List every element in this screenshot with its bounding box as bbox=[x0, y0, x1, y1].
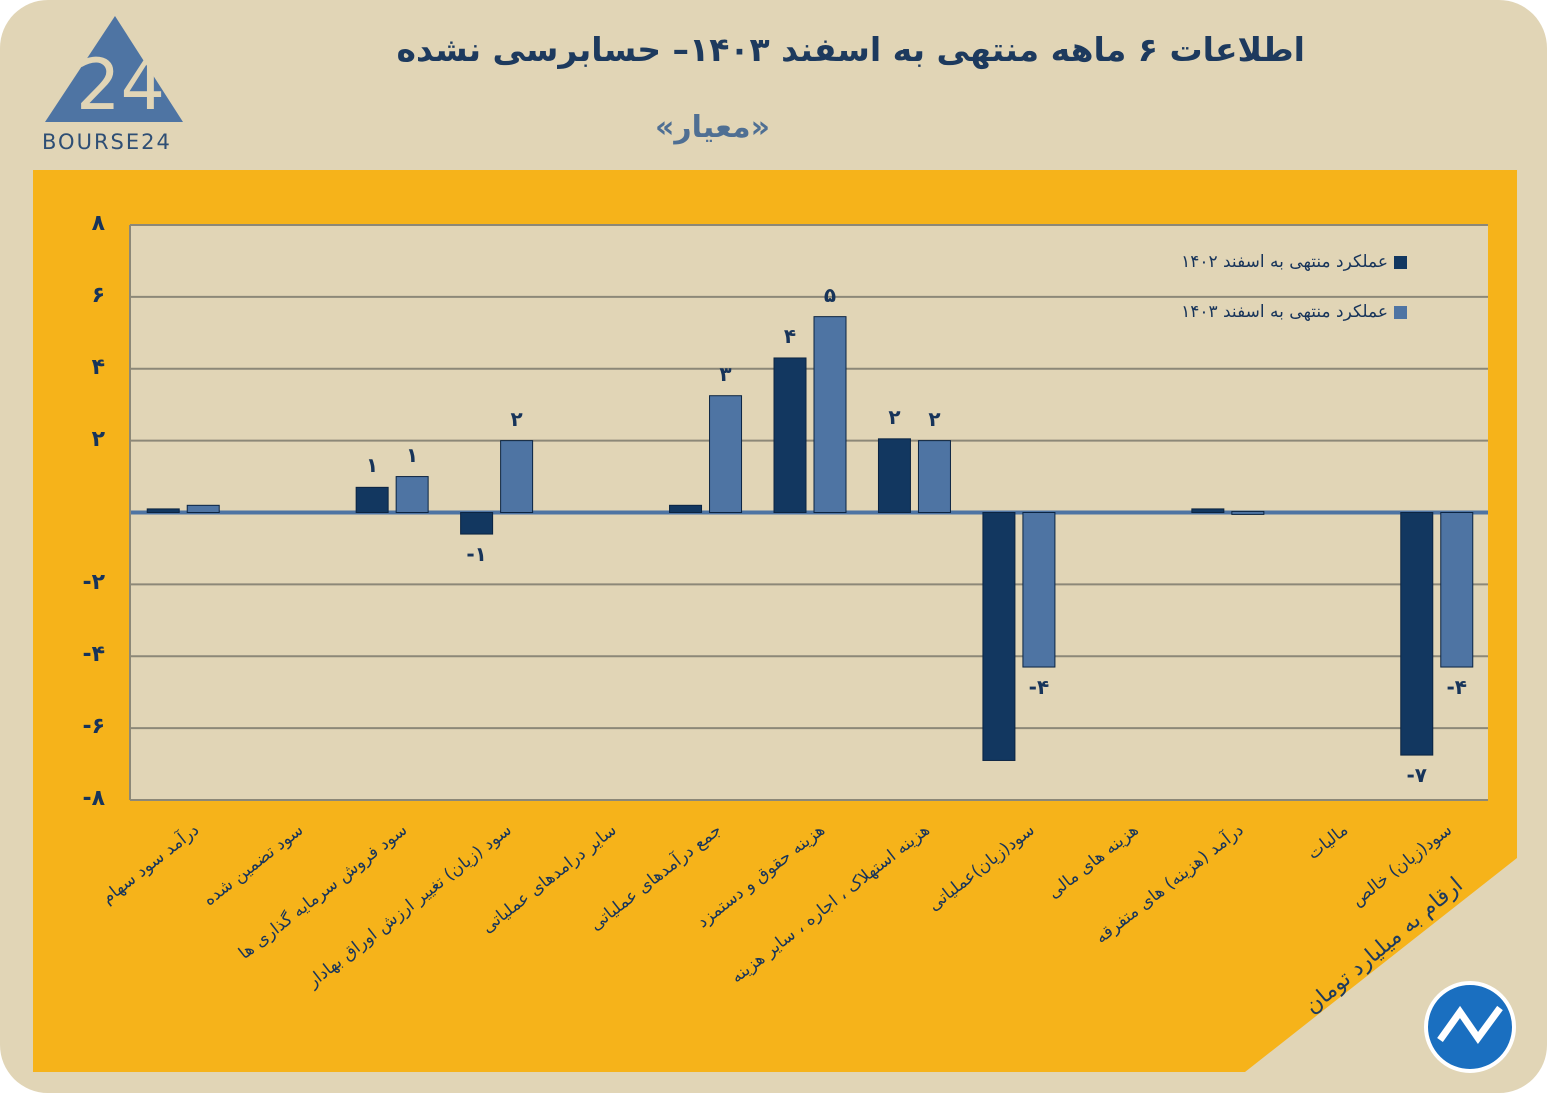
data-label: ۱ bbox=[406, 442, 419, 467]
bar-1403 bbox=[395, 476, 429, 513]
bar-1402 bbox=[982, 512, 1016, 761]
legend-label: عملکرد منتهی به اسفند ۱۴۰۳ bbox=[1181, 302, 1388, 322]
data-label: ۳ bbox=[719, 361, 732, 386]
chart-title: اطلاعات ۶ ماهه منتهی به اسفند ۱۴۰۳– حساب… bbox=[396, 30, 1305, 69]
data-label: -۴ bbox=[1028, 675, 1050, 700]
bar-1403 bbox=[500, 440, 534, 513]
logo-text: BOURSE24 bbox=[42, 130, 172, 154]
bar-1403 bbox=[1022, 512, 1056, 668]
y-tick-label: -۲ bbox=[82, 570, 105, 596]
legend-swatch bbox=[1394, 255, 1407, 269]
bar-1403 bbox=[1440, 512, 1474, 668]
data-label: ۴ bbox=[783, 323, 797, 348]
bar-1403 bbox=[917, 440, 951, 513]
legend-label: عملکرد منتهی به اسفند ۱۴۰۲ bbox=[1181, 252, 1388, 272]
y-tick-label: ۴ bbox=[91, 354, 105, 380]
bar-1402 bbox=[773, 357, 807, 513]
bar-1402 bbox=[1191, 508, 1225, 513]
data-label: ۵ bbox=[823, 282, 837, 307]
legend-item-1403: عملکرد منتهی به اسفند ۱۴۰۳ bbox=[1181, 302, 1407, 322]
data-label: ۲ bbox=[928, 406, 941, 431]
data-label: ۱ bbox=[366, 453, 379, 478]
y-tick-label: ۸ bbox=[91, 211, 105, 236]
y-tick-label: -۶ bbox=[82, 714, 105, 740]
y-tick-label: ۶ bbox=[91, 282, 105, 308]
bar-1403 bbox=[1231, 510, 1265, 515]
bar-1403 bbox=[813, 316, 847, 513]
data-label: -۷ bbox=[1406, 763, 1428, 788]
data-label: -۴ bbox=[1446, 675, 1468, 700]
bar-1403 bbox=[186, 504, 220, 513]
bar-1402 bbox=[146, 508, 180, 513]
legend-swatch bbox=[1394, 305, 1407, 319]
y-tick-label: ۲ bbox=[91, 426, 105, 452]
bar-1402 bbox=[1400, 512, 1434, 756]
legend-item-1402: عملکرد منتهی به اسفند ۱۴۰۲ bbox=[1181, 252, 1407, 272]
bar-1402 bbox=[355, 486, 389, 513]
bar-1402 bbox=[669, 504, 703, 513]
bar-1402 bbox=[460, 512, 494, 535]
bar-1402 bbox=[877, 438, 911, 513]
chart-subtitle: «معیار» bbox=[654, 110, 770, 145]
data-label: ۲ bbox=[510, 406, 523, 431]
y-tick-label: -۸ bbox=[82, 786, 105, 811]
data-label: ۲ bbox=[888, 404, 901, 429]
y-tick-label: -۴ bbox=[82, 642, 105, 668]
data-label: -۱ bbox=[466, 542, 487, 567]
svg-text:24: 24 bbox=[76, 44, 165, 126]
trend-arrow-icon bbox=[1437, 1005, 1503, 1045]
bar-1403 bbox=[709, 395, 743, 513]
bourse24-logo: 24 bbox=[40, 14, 190, 159]
